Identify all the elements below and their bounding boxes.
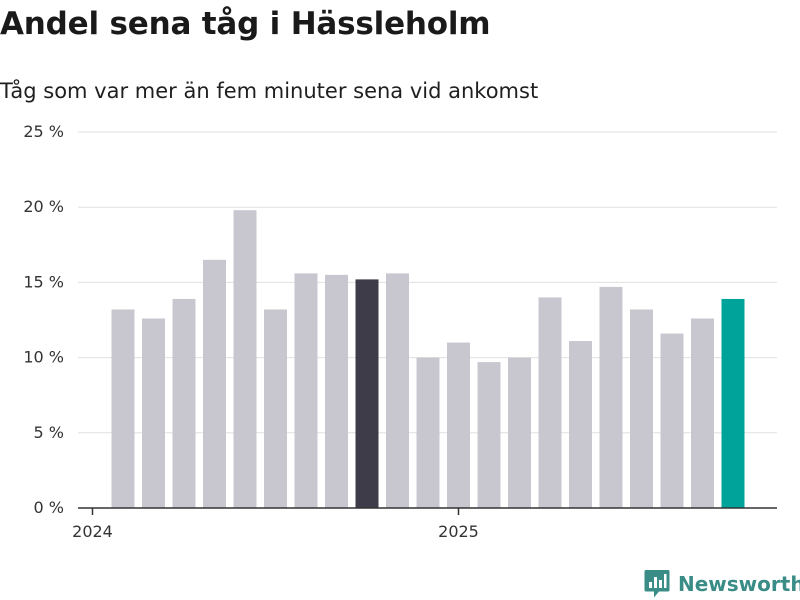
y-tick-label: 0 % <box>34 498 64 517</box>
bar <box>538 297 562 508</box>
x-axis: 2024 2025 <box>72 507 777 541</box>
bar <box>203 259 226 508</box>
y-axis-ticks: 0 % 5 % 10 % 15 % 20 % 25 % <box>23 122 64 517</box>
y-tick-label: 10 % <box>23 348 64 367</box>
newsworthy-logo-icon <box>644 570 670 598</box>
bar <box>630 309 653 508</box>
bar <box>691 318 714 508</box>
chart-title: Andel sena tåg i Hässleholm <box>0 6 491 42</box>
y-tick-label: 15 % <box>23 272 64 291</box>
bar <box>142 318 165 508</box>
bar <box>325 274 348 508</box>
bar <box>294 273 318 508</box>
bar <box>721 298 745 508</box>
bar <box>111 309 135 508</box>
y-tick-label: 5 % <box>34 423 64 442</box>
bar <box>569 341 592 508</box>
brand-logo: Newsworthy <box>644 568 800 600</box>
y-tick-label: 20 % <box>23 197 64 216</box>
bar <box>264 309 287 508</box>
bar <box>355 279 379 508</box>
bar <box>172 298 196 508</box>
x-tick-label: 2025 <box>438 522 479 541</box>
bar <box>599 286 623 508</box>
chart-subtitle: Tåg som var mer än fem minuter sena vid … <box>0 79 539 103</box>
bar <box>233 210 257 508</box>
bar <box>508 357 531 508</box>
brand-name: Newsworthy <box>678 572 800 596</box>
bar <box>447 342 470 508</box>
bar <box>386 273 409 508</box>
x-tick-label: 2024 <box>72 522 113 541</box>
bars <box>111 210 745 508</box>
bar <box>416 357 440 508</box>
y-tick-label: 25 % <box>23 122 64 141</box>
bar <box>660 333 684 508</box>
bar <box>477 362 501 508</box>
